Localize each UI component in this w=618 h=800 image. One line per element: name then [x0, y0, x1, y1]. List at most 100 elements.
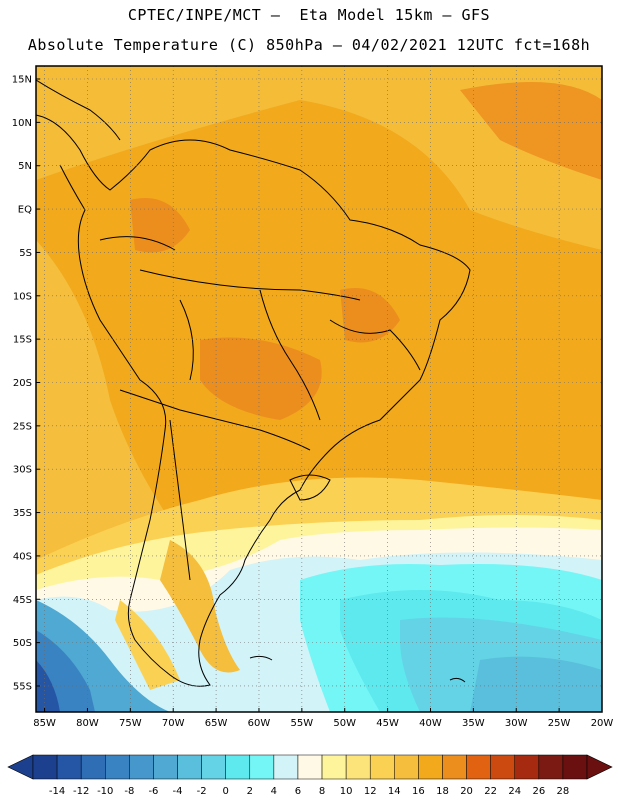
field-hot-east — [340, 288, 400, 343]
field-hot-center — [200, 337, 322, 420]
colorbar-cell — [80, 754, 106, 780]
south-america-coast — [36, 114, 471, 687]
lagoon — [289, 474, 331, 501]
colorbar-cell — [297, 754, 323, 780]
colorbar-label: 10 — [340, 786, 353, 797]
colorbar-label: 8 — [319, 786, 325, 797]
colorbar-cell — [538, 754, 564, 780]
colorbar-label: 18 — [436, 786, 449, 797]
chart-title-line2: Absolute Temperature (C) 850hPa – 04/02/… — [27, 36, 591, 54]
colorbar-cell — [466, 754, 491, 780]
lon-label: 75W — [119, 718, 142, 729]
border-line-5 — [99, 236, 176, 251]
lon-label: 25W — [548, 718, 571, 729]
colorbar-cell — [201, 754, 226, 780]
lat-label: 15S — [13, 335, 32, 346]
colorbar-cell — [225, 754, 251, 780]
colorbar-cell — [32, 754, 58, 780]
field-pacific — [36, 240, 170, 560]
lat-label: 10S — [13, 291, 32, 302]
lat-label: EQ — [18, 205, 32, 216]
temperature-field — [36, 66, 602, 712]
colorbar-cell — [56, 754, 82, 780]
lat-label: 35S — [13, 508, 32, 519]
colorbar-label: -4 — [173, 786, 183, 797]
lon-label: 35W — [462, 718, 485, 729]
island-south — [249, 655, 273, 661]
colorbar-cell — [153, 754, 178, 780]
field-north — [36, 66, 602, 250]
colorbar-right-arrow — [586, 754, 613, 780]
lon-label: 40W — [419, 718, 442, 729]
border-line-1 — [119, 389, 311, 451]
colorbar-cell — [394, 754, 419, 780]
lat-label: 10N — [12, 118, 32, 129]
lat-label: 20S — [13, 378, 32, 389]
colorbar-label: -10 — [97, 786, 113, 797]
lon-label: 80W — [76, 718, 99, 729]
map-frame — [35, 65, 603, 713]
border-line-6 — [329, 319, 421, 371]
colorbar-label: -12 — [73, 786, 89, 797]
lat-label: 5S — [19, 248, 32, 259]
lon-label: 65W — [205, 718, 228, 729]
lat-label: 40S — [13, 551, 32, 562]
coastlines — [36, 79, 471, 687]
colorbar-cell — [321, 754, 347, 780]
colorbar-label: 0 — [223, 786, 229, 797]
lat-label: 45S — [13, 595, 32, 606]
colorbar-cell — [105, 754, 130, 780]
lat-label: 30S — [13, 465, 32, 476]
chart-title-line1: CPTEC/INPE/MCT – Eta Model 15km – GFS — [127, 6, 491, 24]
colorbar-labels: -14 -12 -10 -8 -6 -4 -2 0 2 4 6 8 10 12 14 16 18 20 22 24 26… — [49, 786, 569, 797]
field-patagonia — [160, 540, 240, 673]
colorbar-label: 14 — [388, 786, 401, 797]
lon-label: 45W — [376, 718, 399, 729]
lon-label: 55W — [291, 718, 314, 729]
lon-label: 20W — [591, 718, 614, 729]
colorbar-cell — [418, 754, 443, 780]
colorbar-label: -6 — [148, 786, 158, 797]
latitude-labels: 15N 10N 5N EQ 5S 10S 15S 20S 25S 30S 35S 40S 45S 50S 5… — [12, 75, 32, 693]
colorbar-label: -14 — [49, 786, 65, 797]
lon-label: 60W — [248, 718, 271, 729]
colorbar-cell — [369, 754, 395, 780]
field-south-neg4 — [470, 656, 602, 712]
longitude-labels: 85W 80W 75W 70W 65W 60W 55W 50W 45W 40W 35W 30W 25W 2… — [33, 718, 613, 729]
lon-label: 85W — [33, 718, 56, 729]
border-line-2 — [139, 269, 361, 301]
colorbar-left-arrow — [7, 754, 34, 780]
colorbar-label: -2 — [197, 786, 207, 797]
lat-label: 55S — [13, 681, 32, 692]
colorbar-cell — [514, 754, 540, 780]
colorbar-cell — [490, 754, 515, 780]
colorbar-label: 26 — [532, 786, 545, 797]
colorbar-cell — [442, 754, 467, 780]
field-caribbean-warm — [460, 82, 602, 180]
border-line-3 — [179, 299, 194, 381]
colorbar-label: 2 — [247, 786, 253, 797]
colorbar-cell — [562, 754, 588, 780]
axis-ticks — [36, 78, 603, 712]
lat-label: 5N — [18, 161, 32, 172]
lat-label: 15N — [12, 75, 32, 86]
colorbar-label: -8 — [124, 786, 134, 797]
colorbar-label: 24 — [508, 786, 521, 797]
colorbar-label: 12 — [364, 786, 377, 797]
colorbar-label: 22 — [484, 786, 497, 797]
colorbar-label: 6 — [295, 786, 301, 797]
lon-label: 30W — [505, 718, 528, 729]
border-line-4 — [259, 289, 321, 421]
lon-label: 50W — [333, 718, 356, 729]
border-andes — [169, 419, 191, 581]
colorbar-cell — [345, 754, 371, 780]
colorbar-cells — [7, 754, 613, 780]
field-andes-south — [115, 600, 180, 690]
colorbar-cell — [129, 754, 154, 780]
colorbar-label: 28 — [557, 786, 570, 797]
lat-label: 25S — [13, 421, 32, 432]
colorbar-cell — [249, 754, 275, 780]
colorbar-cell — [177, 754, 202, 780]
